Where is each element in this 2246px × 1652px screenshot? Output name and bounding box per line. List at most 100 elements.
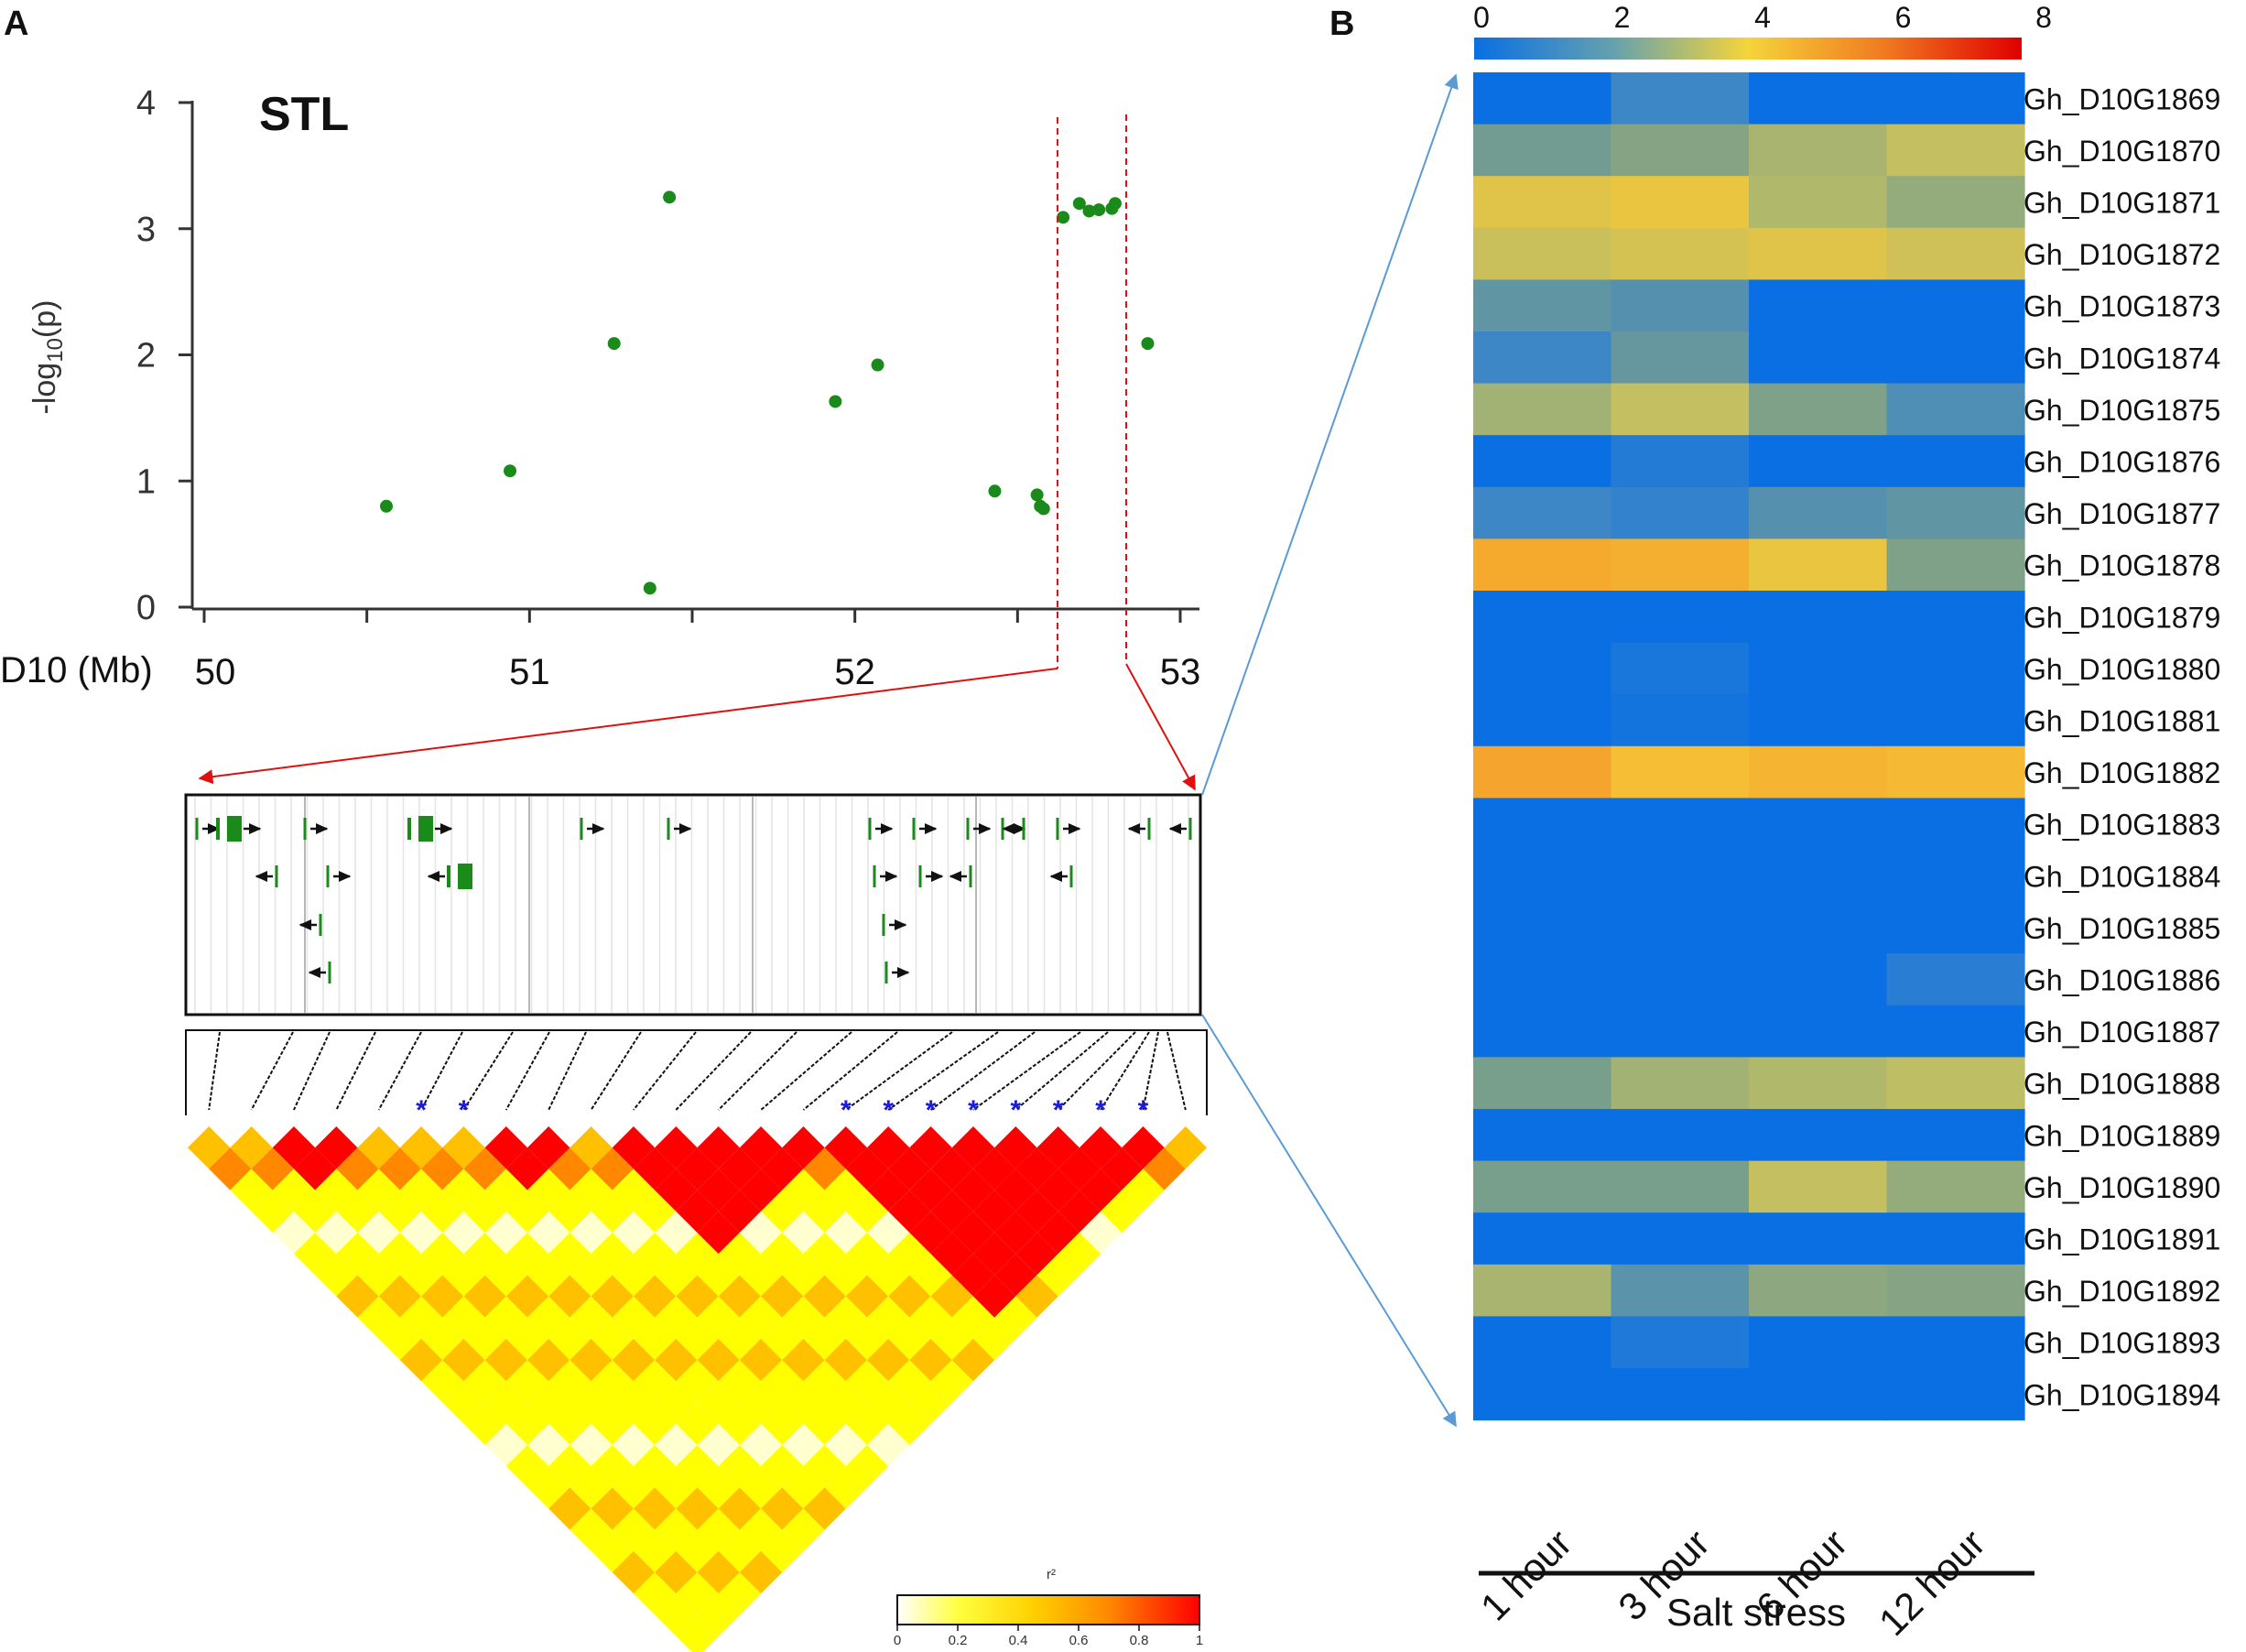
ld-legend-tick-label: 1 (1196, 1633, 1203, 1648)
heat-cell (1749, 1316, 1888, 1369)
gene-block (458, 864, 472, 889)
heat-row-label: Gh_D10G1874 (2024, 342, 2220, 375)
gene-block (418, 816, 433, 842)
y-tick-label: 1 (136, 462, 156, 501)
snp-star: * (841, 1095, 852, 1125)
heat-cell (1611, 331, 1750, 385)
gene-model (407, 816, 453, 842)
heat-cell (1611, 538, 1750, 592)
heat-cell (1473, 435, 1612, 488)
heat-cell (1886, 176, 2025, 229)
heat-row-label: Gh_D10G1890 (2024, 1171, 2220, 1204)
heat-cell (1749, 745, 1888, 799)
heat-row-label: Gh_D10G1888 (2024, 1068, 2220, 1101)
snp-connector (972, 1031, 1081, 1111)
x-ticks: 50 51 52 53 (195, 609, 1200, 692)
ld-legend-ticks: 0 0.2 0.4 0.6 0.8 1 (894, 1625, 1203, 1648)
panel-label-b: B (1329, 5, 1354, 43)
snp-connector (377, 1031, 422, 1111)
heat-row-label: Gh_D10G1883 (2024, 809, 2220, 842)
gene-model (1002, 818, 1025, 840)
snp-connector (717, 1031, 797, 1111)
heat-cell (1886, 953, 2025, 1006)
data-point (1082, 204, 1096, 218)
heat-cell (1611, 1005, 1750, 1058)
gene-block (227, 816, 242, 842)
heat-row-label: Gh_D10G1869 (2024, 82, 2220, 115)
data-point (504, 464, 517, 478)
heat-row-label: Gh_D10G1873 (2024, 290, 2220, 323)
snp-connector (1166, 1031, 1187, 1111)
heat-cell (1886, 72, 2025, 125)
gene-model (868, 818, 894, 840)
heat-row-label: Gh_D10G1882 (2024, 756, 2220, 789)
heat-cell (1473, 745, 1612, 799)
heat-cell (1473, 1005, 1612, 1058)
ld-legend-tick-label: 0.6 (1069, 1633, 1089, 1648)
heat-row-label: Gh_D10G1878 (2024, 549, 2220, 582)
heat-cell (1886, 1264, 2025, 1317)
snp-star: * (926, 1095, 937, 1125)
blue-guide-bottom (1201, 1014, 1457, 1428)
snp-star: * (968, 1095, 979, 1125)
heat-cell (1473, 1264, 1612, 1317)
heat-row-label: Gh_D10G1881 (2024, 705, 2220, 738)
y-tick-label: 3 (136, 211, 156, 249)
data-point (1092, 203, 1106, 217)
heat-scale-ticks: 0 2 4 6 8 (1473, 1, 2052, 34)
heat-cell (1886, 538, 2025, 592)
heat-cell (1886, 850, 2025, 903)
heat-scale-tick-label: 8 (2035, 1, 2052, 34)
gene-model (884, 962, 910, 984)
heat-cell (1886, 591, 2025, 644)
ld-legend-tick-label: 0 (894, 1633, 901, 1648)
zoom-arrow-right (1125, 663, 1196, 791)
heat-cell (1749, 1005, 1888, 1058)
gene-model (303, 818, 329, 840)
snp-connector (633, 1031, 697, 1111)
x-tick-label: 51 (509, 652, 550, 692)
y-tick-label: 4 (136, 84, 156, 123)
heat-cell (1886, 901, 2025, 954)
heat-cell (1886, 486, 2025, 539)
x-axis-label: D10 (Mb) (0, 650, 153, 690)
heat-cell (1886, 1057, 2025, 1110)
heat-cell (1886, 745, 2025, 799)
heat-cell (1611, 486, 1750, 539)
heat-row-label: Gh_D10G1891 (2024, 1223, 2220, 1256)
heat-cell (1611, 279, 1750, 332)
data-point (829, 395, 842, 408)
y-label-tail: (p) (27, 300, 62, 339)
data-point (988, 484, 1002, 498)
heat-row-label: Gh_D10G1893 (2024, 1327, 2220, 1360)
snp-connector (293, 1031, 331, 1111)
heat-cell (1473, 901, 1612, 954)
heat-row-labels: Gh_D10G1869 Gh_D10G1870 Gh_D10G1871 Gh_D10G… (2024, 82, 2220, 1411)
heat-cell (1473, 850, 1612, 903)
heat-cell (1611, 694, 1750, 747)
heat-cell (1749, 901, 1888, 954)
ld-block: * * * * * * * * * * r² 0 0.2 0.4 0.6 0.8 1 (185, 1029, 1208, 1652)
heat-cell (1749, 124, 1888, 177)
gene-model (1127, 818, 1151, 840)
heat-row-label: Gh_D10G1871 (2024, 187, 2220, 220)
heat-cell (1473, 72, 1612, 125)
heat-cell (1611, 1109, 1750, 1162)
heat-cell (1611, 124, 1750, 177)
heat-row-label: Gh_D10G1877 (2024, 497, 2220, 530)
heat-cell (1749, 72, 1888, 125)
heat-cell (1886, 798, 2025, 851)
heat-cell (1886, 227, 2025, 280)
heat-cell (1473, 591, 1612, 644)
heat-cell (1749, 1264, 1888, 1317)
heat-scale-bar (1474, 38, 2022, 60)
heat-cell (1473, 279, 1612, 332)
data-point (663, 190, 677, 204)
data-point (1057, 211, 1070, 224)
heat-cell (1611, 1212, 1750, 1266)
heat-row-label: Gh_D10G1894 (2024, 1378, 2220, 1411)
gene-model (918, 865, 944, 887)
gene-model (1168, 818, 1192, 840)
heat-cell (1749, 331, 1888, 385)
heat-row-label: Gh_D10G1884 (2024, 860, 2220, 893)
